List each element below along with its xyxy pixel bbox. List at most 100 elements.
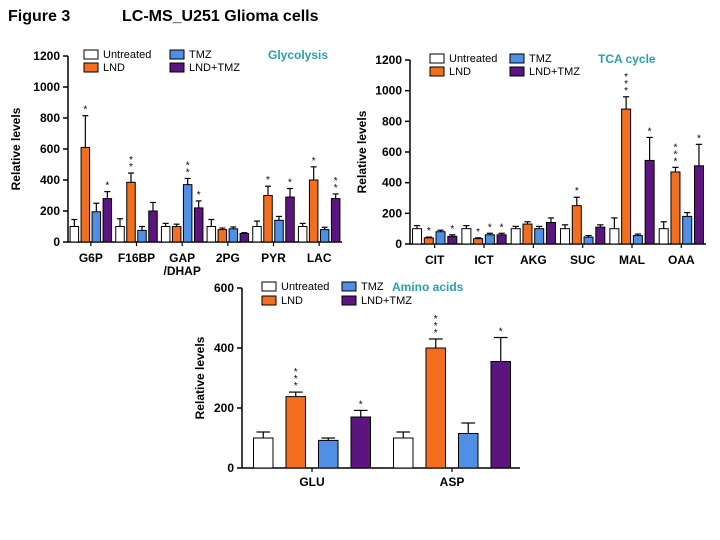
bar-glycolysis-gap-dhap-untreated bbox=[160, 226, 171, 243]
x-tick-label: MAL bbox=[619, 253, 645, 267]
bar-tca-cycle-ict-untreated bbox=[461, 228, 472, 245]
bar-tca-cycle-cit-lnd-tmz bbox=[447, 235, 458, 245]
legend-swatch-tmz bbox=[341, 281, 357, 292]
bar-tca-cycle-cit-lnd bbox=[423, 237, 434, 245]
legend-swatch-untreated bbox=[83, 49, 99, 60]
significance-star: * bbox=[648, 126, 652, 137]
legend-swatch-lnd-tmz bbox=[509, 66, 525, 77]
y-tick-label: 1200 bbox=[375, 53, 402, 67]
legend-label-lnd: LND bbox=[281, 295, 303, 307]
x-tick-label: GAP bbox=[169, 251, 195, 265]
bar-tca-cycle-cit-untreated bbox=[412, 228, 423, 245]
legend-swatch-lnd-tmz bbox=[169, 62, 185, 73]
bar-glycolysis-g6p-lnd bbox=[80, 146, 91, 243]
bar-glycolysis-f16bp-lnd-tmz bbox=[148, 210, 158, 243]
bar-amino-acids-asp-untreated bbox=[393, 437, 414, 469]
bar-glycolysis-pyr-lnd-tmz bbox=[285, 196, 295, 243]
bar-amino-acids-asp-tmz bbox=[458, 433, 479, 469]
bar-glycolysis-pyr-untreated bbox=[252, 226, 262, 243]
bar-glycolysis-2pg-lnd bbox=[217, 229, 228, 243]
significance-star: * bbox=[334, 176, 338, 187]
legend-label-untreated: Untreated bbox=[449, 53, 497, 65]
significance-star: * bbox=[129, 155, 133, 166]
legend-swatch-tmz bbox=[169, 49, 185, 60]
significance-star: * bbox=[83, 105, 87, 116]
significance-star: * bbox=[476, 227, 480, 238]
significance-star: * bbox=[197, 190, 201, 201]
x-tick-label: F16BP bbox=[118, 251, 155, 265]
legend-label-lnd: LND bbox=[103, 62, 125, 74]
significance-star: * bbox=[434, 328, 438, 339]
legend-swatch-untreated bbox=[261, 281, 277, 292]
y-tick-label: 400 bbox=[214, 341, 234, 355]
significance-star: * bbox=[624, 86, 628, 97]
significance-star: * bbox=[288, 178, 292, 189]
significance-star: * bbox=[674, 142, 678, 153]
bar-glycolysis-lac-lnd-tmz bbox=[330, 198, 341, 243]
bar-tca-cycle-ict-tmz bbox=[484, 234, 495, 245]
significance-star: * bbox=[674, 156, 678, 167]
bar-glycolysis-f16bp-untreated bbox=[115, 226, 125, 243]
significance-star: * bbox=[500, 222, 504, 233]
bar-glycolysis-lac-untreated bbox=[297, 226, 308, 243]
bar-glycolysis-gap-dhap-lnd-tmz bbox=[193, 207, 204, 243]
figure-title: LC-MS_U251 Glioma cells bbox=[122, 8, 319, 25]
significance-star: * bbox=[434, 321, 438, 332]
legend-label-tmz: TMZ bbox=[189, 49, 212, 61]
bar-tca-cycle-oaa-lnd bbox=[670, 171, 681, 245]
bar-tca-cycle-suc-lnd bbox=[571, 205, 582, 245]
x-tick-label: 2PG bbox=[216, 251, 240, 265]
bar-amino-acids-glu-untreated bbox=[253, 437, 274, 469]
y-tick-label: 400 bbox=[382, 176, 402, 190]
legend-swatch-untreated bbox=[429, 53, 445, 64]
bar-amino-acids-glu-lnd-tmz bbox=[350, 416, 371, 469]
y-tick-label: 600 bbox=[40, 142, 60, 156]
legend-swatch-lnd bbox=[83, 62, 99, 73]
bar-glycolysis-2pg-tmz bbox=[228, 228, 239, 243]
bar-tca-cycle-mal-untreated bbox=[609, 228, 620, 245]
y-tick-label: 1000 bbox=[375, 84, 402, 98]
bar-amino-acids-glu-lnd bbox=[285, 396, 306, 469]
bar-tca-cycle-ict-lnd bbox=[473, 238, 484, 245]
y-tick-label: 0 bbox=[227, 461, 234, 475]
y-tick-label: 0 bbox=[395, 237, 402, 251]
bar-tca-cycle-ict-lnd-tmz bbox=[496, 234, 507, 245]
amino-acids-chart: 0 200 400 600 Relative levels Amino acids Untr… bbox=[193, 280, 520, 489]
bar-tca-cycle-oaa-tmz bbox=[682, 215, 693, 245]
x-tick-label: AKG bbox=[520, 253, 547, 267]
legend-label-lnd-tmz: LND+TMZ bbox=[361, 295, 412, 307]
bar-tca-cycle-suc-untreated bbox=[560, 228, 571, 245]
panel-title: Glycolysis bbox=[268, 48, 328, 62]
bar-tca-cycle-akg-lnd bbox=[522, 223, 533, 245]
bar-glycolysis-gap-dhap-lnd bbox=[171, 226, 182, 243]
y-tick-label: 800 bbox=[40, 111, 60, 125]
bar-glycolysis-g6p-untreated bbox=[69, 226, 80, 243]
bar-glycolysis-lac-tmz bbox=[319, 229, 330, 243]
glycolysis-chart: 0 200 400 600 800 1000 1200 Relative levels Glyc… bbox=[9, 48, 342, 278]
x-tick-label: SUC bbox=[570, 253, 596, 267]
legend-label-lnd-tmz: LND+TMZ bbox=[189, 62, 240, 74]
figure-label: Figure 3 bbox=[8, 8, 71, 25]
bar-tca-cycle-mal-tmz bbox=[632, 235, 643, 245]
x-tick-label: OAA bbox=[668, 253, 695, 267]
bar-tca-cycle-cit-tmz bbox=[435, 231, 446, 245]
bar-glycolysis-gap-dhap-tmz bbox=[182, 184, 193, 243]
bar-amino-acids-asp-lnd bbox=[425, 347, 446, 469]
x-tick-label: G6P bbox=[79, 251, 103, 265]
y-tick-label: 200 bbox=[40, 204, 60, 218]
significance-star: * bbox=[186, 160, 190, 171]
significance-star: * bbox=[697, 133, 701, 144]
significance-star: * bbox=[624, 79, 628, 90]
bar-tca-cycle-suc-tmz bbox=[583, 236, 594, 245]
y-tick-label: 0 bbox=[53, 235, 60, 249]
bar-glycolysis-pyr-tmz bbox=[274, 219, 284, 243]
x-tick-label: GLU bbox=[299, 475, 324, 489]
y-tick-label: 800 bbox=[382, 114, 402, 128]
bar-tca-cycle-mal-lnd bbox=[621, 108, 632, 245]
legend-swatch-tmz bbox=[509, 53, 525, 64]
bar-glycolysis-lac-lnd bbox=[308, 179, 319, 243]
y-tick-label: 200 bbox=[382, 206, 402, 220]
bar-tca-cycle-oaa-untreated bbox=[658, 228, 669, 245]
legend-label-untreated: Untreated bbox=[103, 49, 151, 61]
significance-star: * bbox=[674, 149, 678, 160]
